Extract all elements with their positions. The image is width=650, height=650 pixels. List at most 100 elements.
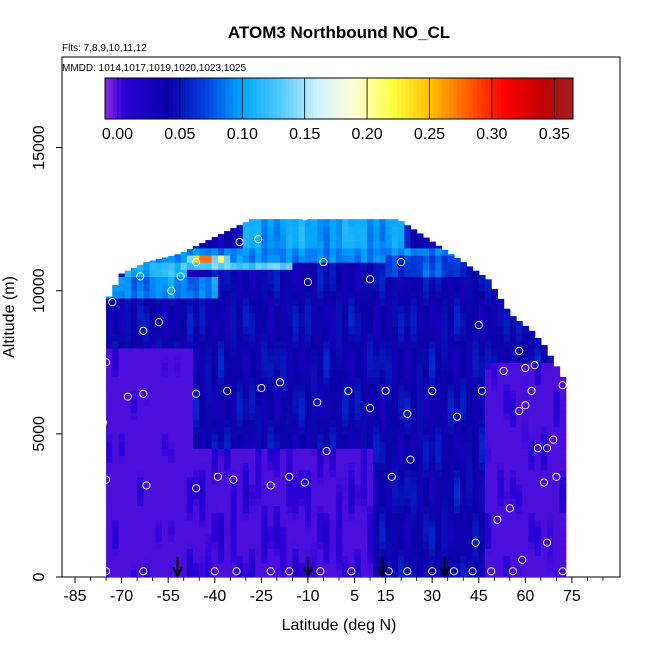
field-cell [379,276,387,285]
field-cell [540,569,548,577]
field-cell [193,469,200,478]
field-cell [429,526,436,535]
field-cell [373,383,380,392]
field-cell [242,433,250,442]
field-cell [143,555,151,564]
field-cell [441,326,449,335]
field-cell [373,233,380,242]
field-cell [199,455,207,464]
field-cell [491,462,498,471]
field-cell [155,305,163,313]
field-cell [354,240,362,249]
colorbar-segment [161,78,166,119]
colorbar-segment [229,78,234,119]
field-cell [304,526,312,535]
field-cell [137,390,144,399]
field-cell [516,326,523,335]
field-cell [404,498,412,507]
field-cell [261,362,269,371]
colorbar-segment [545,78,550,119]
field-cell [497,326,505,335]
field-cell [547,448,554,456]
field-cell [112,534,120,542]
field-cell [416,548,424,557]
field-cell [155,526,163,535]
field-cell [329,419,337,428]
field-cell [161,483,169,492]
field-cell [298,390,306,399]
colorbar-segment [313,78,318,119]
field-cell [180,491,188,499]
field-cell [379,548,387,557]
field-cell [354,369,362,378]
field-cell [124,512,132,521]
field-cell [528,333,536,342]
field-cell [298,340,306,349]
field-cell [161,305,169,313]
field-cell [149,462,157,471]
field-cell [534,340,542,349]
field-cell [416,505,424,514]
field-cell [292,233,300,242]
field-cell [466,326,474,335]
field-cell [124,562,132,571]
field-cell [484,505,492,514]
field-cell [118,498,126,507]
field-cell [248,333,256,342]
field-cell [174,276,182,285]
field-cell [224,362,231,371]
field-cell [143,305,151,313]
field-cell [528,441,536,449]
field-cell [441,462,449,471]
field-cell [286,519,294,528]
field-cell [460,405,467,413]
colorbar-segment [189,78,194,119]
field-cell [248,376,256,385]
field-cell [435,290,443,299]
colorbar-segment [129,78,134,119]
field-cell [286,283,294,292]
field-cell [323,483,331,492]
field-cell [435,398,443,406]
field-cell [503,398,511,406]
field-cell [118,398,126,406]
field-cell [230,483,238,492]
field-cell [317,498,325,507]
field-cell [354,319,362,328]
field-cell [503,383,511,392]
field-cell [180,441,188,449]
sample-point [474,321,483,330]
field-cell [435,326,443,335]
field-cell [540,455,548,464]
field-cell [137,264,144,270]
field-cell [379,326,387,335]
field-cell [466,405,474,413]
field-cell [217,419,225,428]
field-cell [404,462,412,471]
field-cell [304,376,312,385]
field-cell [360,548,368,557]
field-cell [472,390,480,399]
field-cell [248,269,256,277]
field-cell [118,312,126,320]
field-cell [503,455,511,464]
field-cell [211,562,219,571]
field-cell [416,376,424,385]
field-cell [248,526,256,535]
field-cell [528,347,536,356]
field-cell [273,562,281,571]
field-cell [516,476,523,485]
field-cell [112,340,120,349]
field-cell [311,462,318,471]
field-cell [286,376,294,385]
field-cell [472,326,480,335]
field-cell [416,254,424,263]
field-cell [242,355,250,363]
field-cell [137,347,144,356]
field-cell [224,398,231,406]
field-cell [379,455,387,464]
field-cell [435,491,443,499]
field-cell [286,548,294,557]
field-cell [360,269,368,277]
field-cell [273,512,281,521]
